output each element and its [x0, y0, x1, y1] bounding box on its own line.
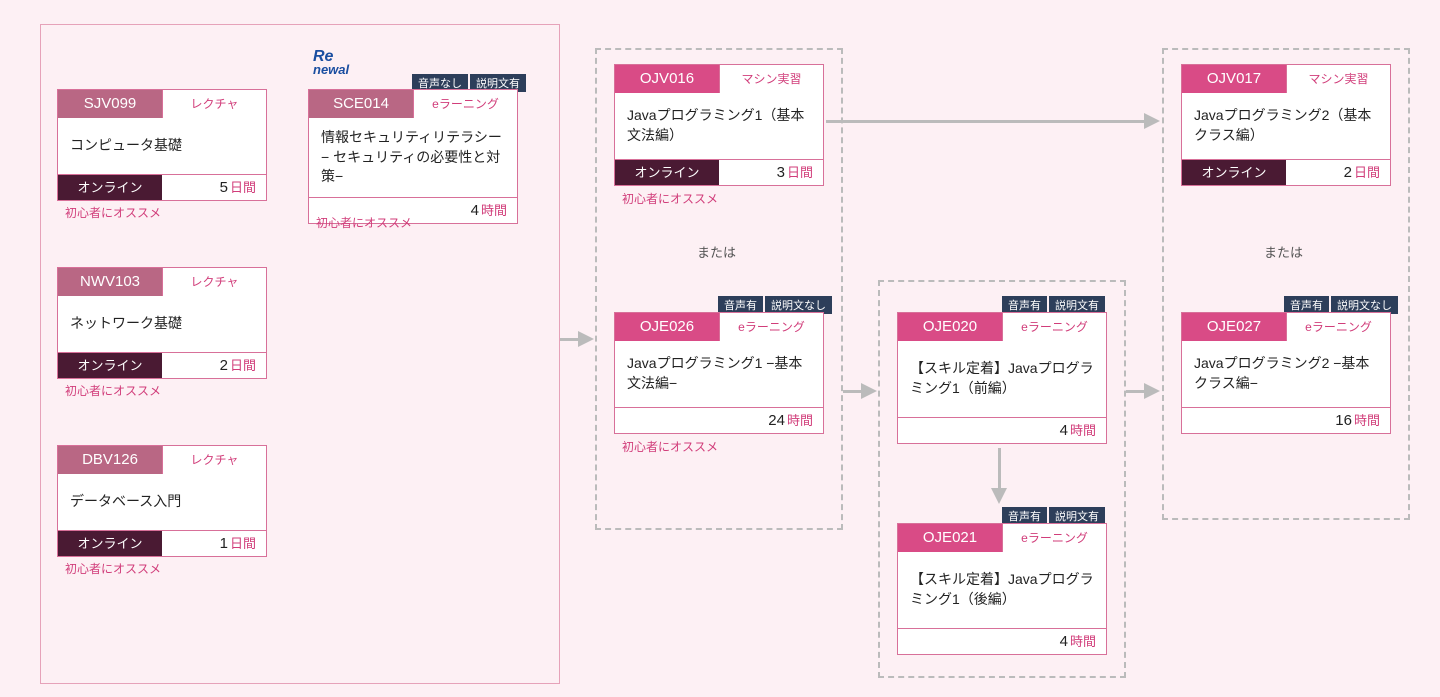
card-nwv103[interactable]: NWV103 レクチャ ネットワーク基礎 オンライン 2日間 — [57, 267, 267, 379]
card-duration: 2日間 — [1286, 160, 1390, 185]
card-title: Javaプログラミング2（基本クラス編） — [1182, 93, 1390, 159]
arrow-head — [1144, 113, 1160, 129]
card-oje021[interactable]: OJE021 eラーニング 【スキル定着】Javaプログラミング1（後編） 4時… — [897, 523, 1107, 655]
card-type: eラーニング — [1002, 524, 1106, 552]
arrow-head — [1144, 383, 1160, 399]
card-code: OJE020 — [898, 313, 1002, 341]
arrow — [560, 338, 580, 341]
beginner-note: 初心者にオススメ — [622, 190, 718, 207]
card-code: SCE014 — [309, 90, 413, 118]
arrow-head — [861, 383, 877, 399]
arrow — [843, 390, 863, 393]
beginner-note: 初心者にオススメ — [316, 214, 412, 231]
card-mode: オンライン — [1182, 160, 1286, 185]
card-type: eラーニング — [1286, 313, 1390, 341]
card-title: 【スキル定着】Javaプログラミング1（後編） — [898, 552, 1106, 628]
arrow-head — [578, 331, 594, 347]
card-title: 【スキル定着】Javaプログラミング1（前編） — [898, 341, 1106, 417]
card-code: DBV126 — [58, 446, 162, 474]
card-title: Javaプログラミング1 −基本文法編− — [615, 341, 823, 407]
card-code: SJV099 — [58, 90, 162, 118]
card-duration: 24時間 — [615, 408, 823, 433]
card-title: Javaプログラミング1（基本文法編） — [615, 93, 823, 159]
card-duration: 3日間 — [719, 160, 823, 185]
beginner-note: 初心者にオススメ — [65, 204, 161, 221]
card-duration: 4時間 — [898, 629, 1106, 654]
card-mode: オンライン — [58, 175, 162, 200]
card-type: レクチャ — [162, 446, 266, 474]
card-title: データベース入門 — [58, 474, 266, 530]
card-title: Javaプログラミング2 −基本クラス編− — [1182, 341, 1390, 407]
beginner-note: 初心者にオススメ — [65, 560, 161, 577]
or-label: または — [697, 242, 736, 261]
beginner-note: 初心者にオススメ — [622, 438, 718, 455]
card-oje027[interactable]: OJE027 eラーニング Javaプログラミング2 −基本クラス編− 16時間 — [1181, 312, 1391, 434]
card-duration: 5日間 — [162, 175, 266, 200]
card-title: コンピュータ基礎 — [58, 118, 266, 174]
card-oje020[interactable]: OJE020 eラーニング 【スキル定着】Javaプログラミング1（前編） 4時… — [897, 312, 1107, 444]
card-sjv099[interactable]: SJV099 レクチャ コンピュータ基礎 オンライン 5日間 — [57, 89, 267, 201]
card-duration: 2日間 — [162, 353, 266, 378]
card-oje026[interactable]: OJE026 eラーニング Javaプログラミング1 −基本文法編− 24時間 — [614, 312, 824, 434]
arrow — [1126, 390, 1146, 393]
card-type: eラーニング — [1002, 313, 1106, 341]
card-title: 情報セキュリティリテラシー − セキュリティの必要性と対策− — [309, 118, 517, 197]
card-type: eラーニング — [413, 90, 517, 118]
card-type: レクチャ — [162, 90, 266, 118]
card-dbv126[interactable]: DBV126 レクチャ データベース入門 オンライン 1日間 — [57, 445, 267, 557]
card-mode: オンライン — [58, 353, 162, 378]
card-type: マシン実習 — [719, 65, 823, 93]
beginner-note: 初心者にオススメ — [65, 382, 161, 399]
card-mode: オンライン — [615, 160, 719, 185]
card-title: ネットワーク基礎 — [58, 296, 266, 352]
card-code: OJV016 — [615, 65, 719, 93]
or-label: または — [1264, 242, 1303, 261]
card-type: eラーニング — [719, 313, 823, 341]
card-ojv017[interactable]: OJV017 マシン実習 Javaプログラミング2（基本クラス編） オンライン … — [1181, 64, 1391, 186]
card-ojv016[interactable]: OJV016 マシン実習 Javaプログラミング1（基本文法編） オンライン 3… — [614, 64, 824, 186]
arrow-head — [991, 488, 1007, 504]
card-code: OJE021 — [898, 524, 1002, 552]
card-code: NWV103 — [58, 268, 162, 296]
card-sce014[interactable]: SCE014 eラーニング 情報セキュリティリテラシー − セキュリティの必要性… — [308, 89, 518, 224]
card-code: OJE027 — [1182, 313, 1286, 341]
card-duration: 16時間 — [1182, 408, 1390, 433]
card-type: レクチャ — [162, 268, 266, 296]
card-code: OJE026 — [615, 313, 719, 341]
card-mode: オンライン — [58, 531, 162, 556]
arrow — [998, 448, 1001, 490]
arrow — [826, 120, 1146, 123]
card-type: マシン実習 — [1286, 65, 1390, 93]
card-duration: 4時間 — [898, 418, 1106, 443]
card-duration: 1日間 — [162, 531, 266, 556]
card-code: OJV017 — [1182, 65, 1286, 93]
renewal-badge: Re newal — [313, 50, 363, 78]
